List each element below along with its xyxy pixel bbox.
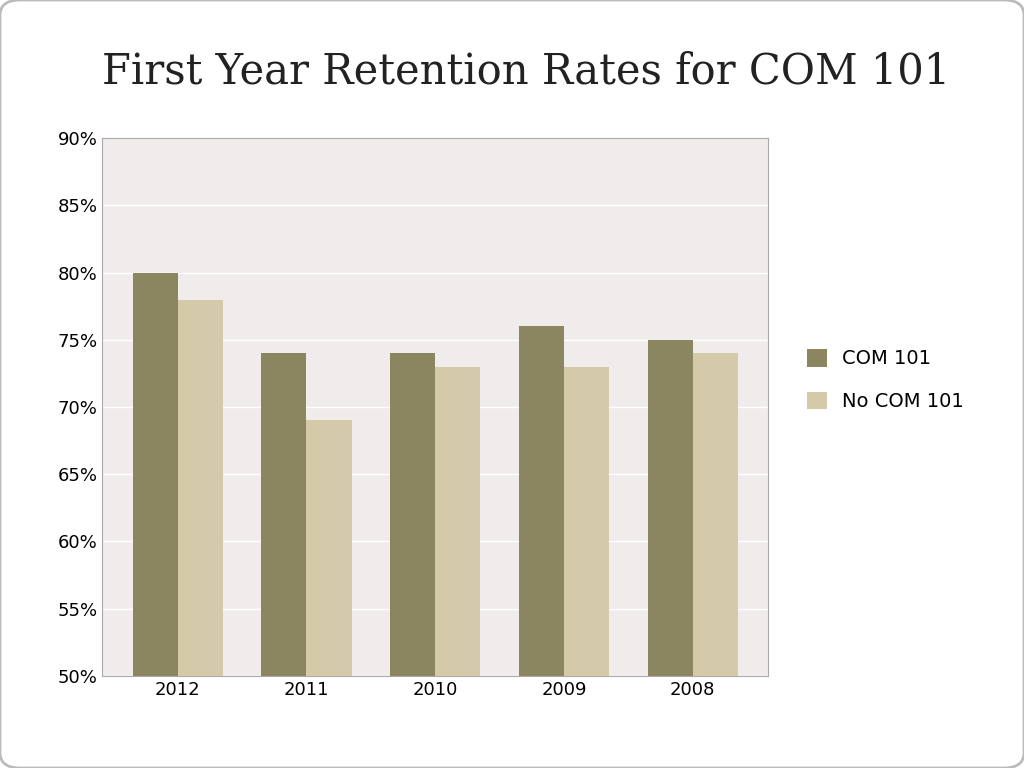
Bar: [390, 353, 435, 768]
Bar: [564, 367, 609, 768]
Bar: [692, 353, 737, 768]
Bar: [178, 300, 223, 768]
Bar: [519, 326, 564, 768]
Bar: [647, 340, 692, 768]
Text: First Year Retention Rates for COM 101: First Year Retention Rates for COM 101: [102, 50, 950, 92]
Bar: [306, 421, 351, 768]
Bar: [435, 367, 480, 768]
Bar: [133, 273, 178, 768]
Bar: [261, 353, 306, 768]
Legend: COM 101, No COM 101: COM 101, No COM 101: [798, 339, 974, 421]
